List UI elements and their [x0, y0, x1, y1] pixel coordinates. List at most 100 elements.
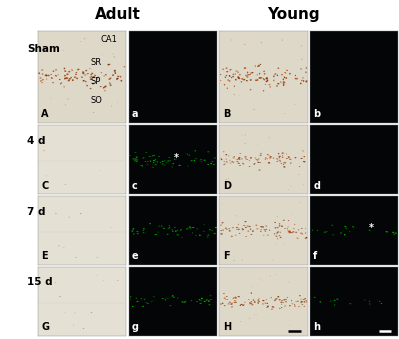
Text: g: g: [132, 322, 139, 332]
Ellipse shape: [75, 72, 77, 73]
Ellipse shape: [297, 301, 299, 302]
Ellipse shape: [147, 161, 149, 162]
Ellipse shape: [200, 159, 201, 160]
Ellipse shape: [238, 158, 240, 159]
Ellipse shape: [302, 233, 303, 235]
Ellipse shape: [137, 233, 139, 234]
Ellipse shape: [142, 306, 144, 307]
Ellipse shape: [242, 135, 243, 136]
Text: A: A: [41, 108, 49, 119]
Ellipse shape: [259, 155, 262, 156]
Ellipse shape: [203, 231, 205, 232]
Text: C: C: [41, 181, 49, 191]
Ellipse shape: [334, 300, 336, 301]
Ellipse shape: [306, 80, 308, 82]
Ellipse shape: [265, 159, 266, 160]
Ellipse shape: [200, 303, 201, 304]
Ellipse shape: [275, 243, 276, 244]
Ellipse shape: [276, 158, 278, 159]
Ellipse shape: [314, 297, 316, 298]
Ellipse shape: [349, 303, 352, 304]
Ellipse shape: [299, 166, 300, 167]
Ellipse shape: [77, 68, 79, 71]
Ellipse shape: [268, 162, 270, 163]
Ellipse shape: [133, 233, 134, 235]
Ellipse shape: [229, 75, 231, 77]
Ellipse shape: [369, 303, 370, 305]
Ellipse shape: [235, 297, 237, 298]
Ellipse shape: [225, 299, 226, 300]
Ellipse shape: [245, 75, 247, 77]
Ellipse shape: [229, 69, 231, 71]
Ellipse shape: [253, 164, 255, 165]
Ellipse shape: [289, 232, 291, 233]
Ellipse shape: [246, 80, 248, 81]
Ellipse shape: [83, 328, 84, 329]
Ellipse shape: [59, 79, 61, 80]
Ellipse shape: [107, 64, 110, 65]
Ellipse shape: [255, 65, 256, 67]
Text: SO: SO: [91, 96, 103, 104]
Ellipse shape: [294, 224, 295, 225]
Ellipse shape: [247, 76, 249, 78]
Ellipse shape: [298, 306, 300, 307]
Ellipse shape: [353, 227, 354, 228]
Ellipse shape: [256, 228, 259, 230]
Ellipse shape: [386, 231, 388, 233]
Ellipse shape: [112, 74, 114, 76]
Ellipse shape: [284, 82, 285, 83]
Ellipse shape: [294, 305, 296, 307]
Ellipse shape: [232, 227, 234, 228]
Ellipse shape: [75, 74, 77, 75]
Ellipse shape: [162, 298, 164, 299]
Ellipse shape: [80, 41, 81, 42]
Ellipse shape: [238, 77, 239, 78]
Ellipse shape: [305, 72, 306, 73]
Ellipse shape: [117, 78, 119, 79]
Ellipse shape: [132, 158, 134, 160]
Ellipse shape: [280, 161, 281, 162]
Ellipse shape: [280, 81, 282, 83]
Ellipse shape: [284, 77, 285, 78]
Ellipse shape: [294, 157, 296, 158]
Ellipse shape: [253, 299, 255, 301]
Ellipse shape: [254, 302, 256, 303]
Ellipse shape: [289, 73, 291, 75]
Ellipse shape: [263, 90, 264, 92]
Ellipse shape: [87, 73, 89, 74]
Ellipse shape: [279, 235, 280, 236]
Ellipse shape: [43, 150, 45, 151]
Ellipse shape: [267, 303, 268, 304]
Ellipse shape: [281, 307, 282, 308]
Ellipse shape: [91, 76, 93, 77]
Ellipse shape: [369, 230, 371, 231]
Ellipse shape: [258, 158, 259, 160]
Ellipse shape: [165, 299, 166, 301]
Ellipse shape: [208, 300, 210, 302]
Ellipse shape: [247, 72, 248, 74]
Ellipse shape: [244, 156, 247, 158]
Ellipse shape: [172, 231, 174, 232]
Ellipse shape: [300, 302, 302, 303]
Ellipse shape: [153, 296, 155, 297]
Ellipse shape: [237, 72, 239, 73]
Ellipse shape: [305, 233, 306, 234]
Ellipse shape: [229, 230, 231, 232]
Ellipse shape: [267, 306, 269, 307]
Ellipse shape: [267, 154, 269, 155]
Ellipse shape: [334, 304, 336, 305]
Ellipse shape: [221, 159, 223, 160]
Ellipse shape: [299, 295, 301, 296]
Ellipse shape: [285, 301, 287, 302]
Ellipse shape: [275, 227, 277, 228]
Ellipse shape: [135, 161, 138, 162]
Ellipse shape: [163, 228, 165, 229]
Ellipse shape: [242, 305, 245, 306]
Ellipse shape: [277, 231, 279, 232]
Ellipse shape: [280, 232, 281, 233]
Ellipse shape: [257, 160, 258, 161]
Ellipse shape: [131, 231, 134, 232]
Ellipse shape: [275, 299, 277, 300]
Ellipse shape: [142, 165, 143, 166]
Ellipse shape: [222, 69, 224, 70]
